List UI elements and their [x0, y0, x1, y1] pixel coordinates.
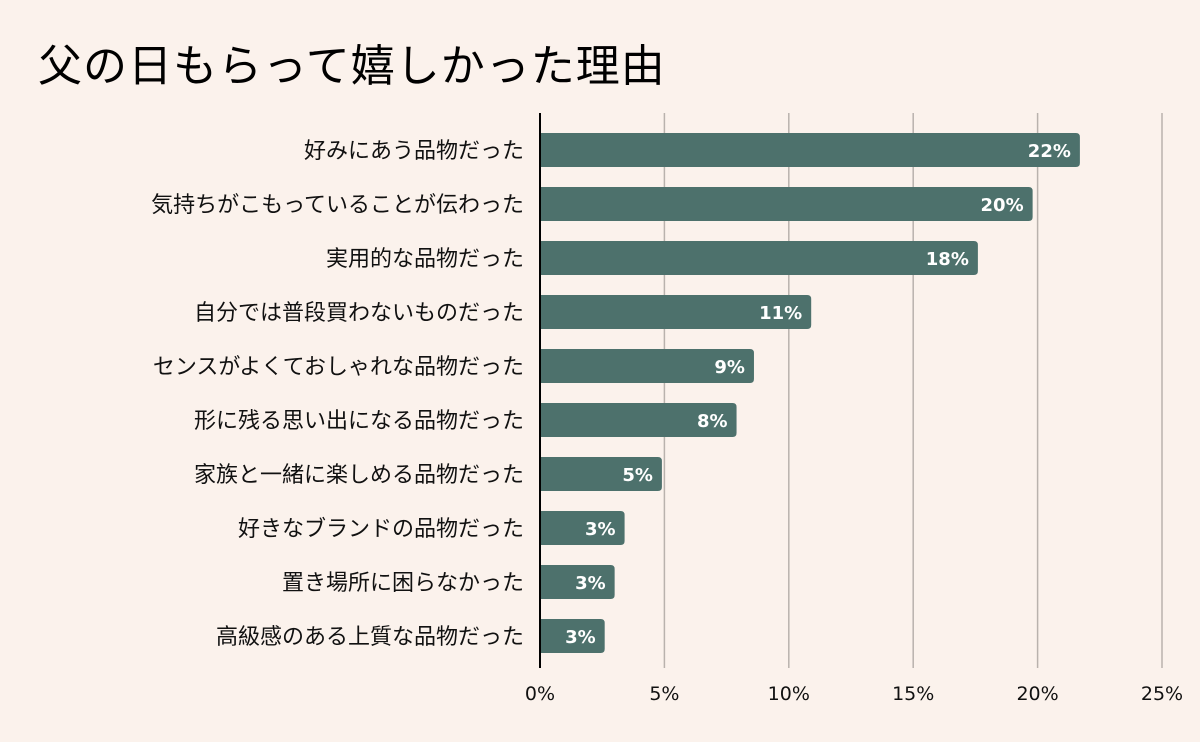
data-label: 22%: [1028, 141, 1071, 162]
x-tick-label: 15%: [892, 683, 934, 705]
data-label: 9%: [714, 357, 745, 378]
x-tick-label: 0%: [525, 683, 555, 705]
x-tick-label: 25%: [1141, 683, 1183, 705]
data-label: 3%: [575, 573, 606, 594]
bar: [540, 187, 1033, 221]
bar: [540, 619, 605, 653]
bar: [540, 565, 615, 599]
bar: [540, 349, 754, 383]
category-label: 家族と一緒に楽しめる品物だった: [194, 463, 524, 488]
data-label: 20%: [981, 195, 1024, 216]
data-label: 3%: [565, 627, 596, 648]
category-label: 実用的な品物だった: [326, 247, 524, 272]
data-label: 5%: [622, 465, 653, 486]
bar: [540, 403, 737, 437]
x-tick-label: 20%: [1016, 683, 1058, 705]
category-label: 気持ちがこもっていることが伝わった: [151, 193, 524, 218]
category-label: 好きなブランドの品物だった: [238, 517, 524, 542]
data-label: 18%: [926, 249, 969, 270]
bar: [540, 241, 978, 275]
category-label: 高級感のある上質な品物だった: [216, 625, 524, 650]
bar: [540, 457, 662, 491]
bars: [540, 133, 1080, 653]
labels: 0% 5% 10% 15% 20% 25% 好みにあう品物だった 22% 気持ちがこもっているこ…: [151, 139, 1183, 705]
bar: [540, 133, 1080, 167]
category-label: 好みにあう品物だった: [304, 139, 524, 164]
data-label: 11%: [759, 303, 802, 324]
x-tick-label: 10%: [768, 683, 810, 705]
data-label: 8%: [697, 411, 728, 432]
category-label: センスがよくておしゃれな品物だった: [153, 355, 524, 380]
category-label: 置き場所に困らなかった: [282, 571, 524, 596]
x-tick-label: 5%: [649, 683, 679, 705]
bar: [540, 295, 812, 329]
bar: [540, 511, 625, 545]
data-label: 3%: [585, 519, 616, 540]
category-label: 形に残る思い出になる品物だった: [194, 409, 524, 434]
chart-title: 父の日もらって嬉しかった理由: [38, 41, 666, 92]
category-label: 自分では普段買わないものだった: [194, 301, 524, 326]
